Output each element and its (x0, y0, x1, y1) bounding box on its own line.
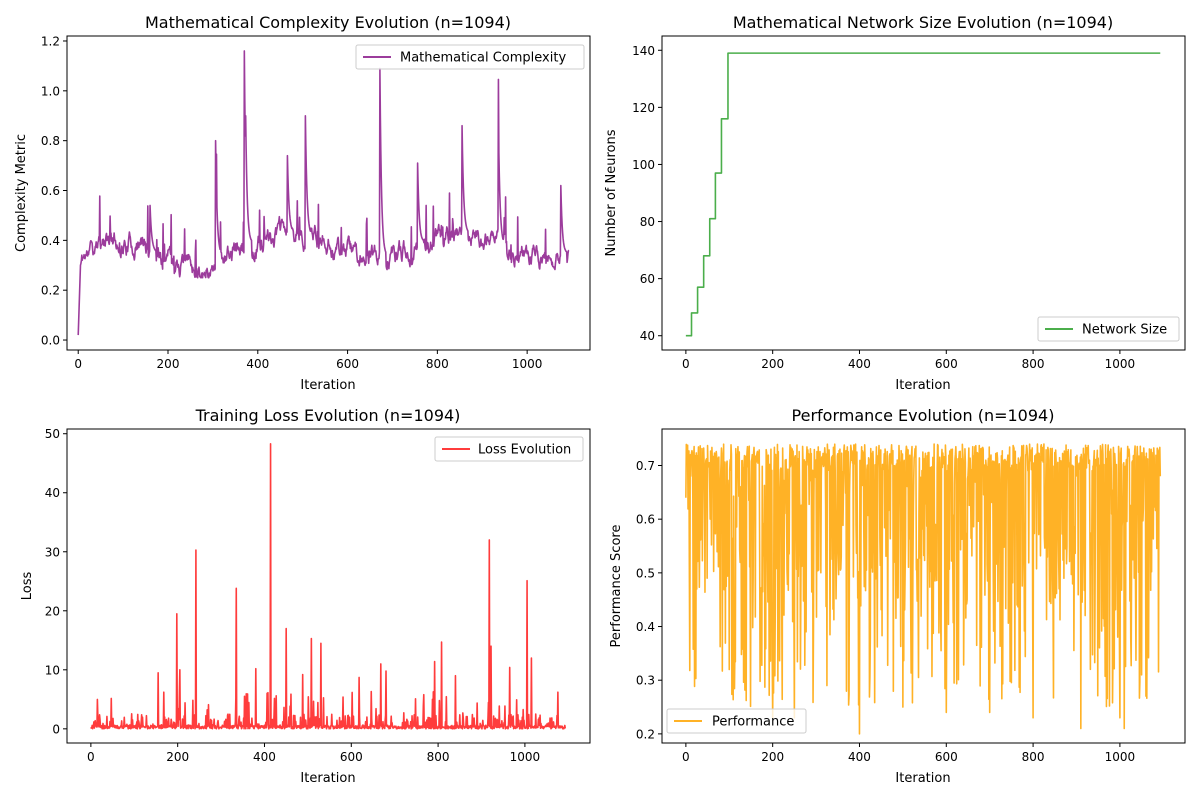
series-line (77, 50, 570, 336)
performance-legend-label: Performance (712, 715, 794, 730)
complexity-xlabel: Iteration (300, 378, 355, 393)
x-tick-label: 800 (426, 357, 449, 371)
series-line (90, 442, 567, 730)
x-tick-label: 600 (336, 357, 359, 371)
x-tick-label: 200 (157, 357, 180, 371)
x-tick-label: 800 (427, 750, 450, 764)
x-tick-label: 200 (761, 750, 784, 764)
complexity-plot-area: 0 200 400 600 800 1000 0.0 0.2 0.4 0.6 0.8 1.0 1.2 (41, 34, 591, 371)
y-tick-label: 0.8 (41, 134, 60, 148)
y-tick-label: 50 (45, 427, 60, 441)
series-line (685, 52, 1161, 337)
x-tick-label: 1000 (1105, 357, 1136, 371)
x-tick-label: 600 (935, 750, 958, 764)
x-tick-label: 400 (848, 357, 871, 371)
y-tick-label: 40 (640, 329, 655, 343)
network-size-legend-box (1037, 316, 1180, 342)
axes-frame (661, 428, 1186, 744)
y-tick-label: 0 (52, 722, 60, 736)
performance-legend-box (666, 708, 807, 734)
loss-legend-label: Loss Evolution (478, 443, 571, 458)
y-tick-label: 60 (640, 272, 655, 286)
x-tick-label: 1000 (510, 750, 541, 764)
network-size-xlabel: Iteration (895, 378, 950, 393)
y-tick-label: 1.2 (41, 34, 60, 48)
axes-frame (66, 35, 591, 351)
performance-panel: Performance Evolution (n=1094) 0 200 400 60… (609, 406, 1186, 786)
x-tick-label: 800 (1022, 750, 1045, 764)
x-tick-label: 600 (935, 357, 958, 371)
complexity-ylabel: Complexity Metric (14, 134, 29, 252)
y-tick-label: 1.0 (41, 84, 60, 98)
performance-xlabel: Iteration (895, 771, 950, 786)
loss-legend: Loss Evolution (434, 436, 584, 462)
loss-ylabel: Loss (20, 572, 35, 601)
x-tick-label: 1000 (512, 357, 543, 371)
x-tick-label: 0 (682, 750, 690, 764)
x-tick-label: 0 (682, 357, 690, 371)
y-tick-label: 0.6 (41, 184, 60, 198)
performance-title: Performance Evolution (n=1094) (792, 406, 1055, 425)
network-size-legend-label: Network Size (1082, 323, 1167, 338)
x-tick-label: 400 (848, 750, 871, 764)
performance-ylabel: Performance Score (609, 525, 624, 648)
axes-frame (66, 428, 591, 744)
loss-xlabel: Iteration (300, 771, 355, 786)
y-tick-label: 0.3 (636, 674, 655, 688)
y-tick-label: 40 (45, 486, 60, 500)
x-tick-label: 0 (87, 750, 95, 764)
loss-title: Training Loss Evolution (n=1094) (195, 406, 461, 425)
x-tick-label: 600 (340, 750, 363, 764)
x-tick-label: 1000 (1105, 750, 1136, 764)
x-tick-label: 400 (246, 357, 269, 371)
x-tick-label: 800 (1022, 357, 1045, 371)
y-tick-label: 0.4 (41, 234, 60, 248)
loss-plot-area: 0 200 400 600 800 1000 0 10 20 30 40 50 (45, 427, 591, 764)
series-line (685, 443, 1162, 735)
network-size-panel: Mathematical Network Size Evolution (n=1… (604, 13, 1186, 393)
complexity-panel: Mathematical Complexity Evolution (n=109… (14, 13, 591, 393)
complexity-legend: Mathematical Complexity (355, 44, 585, 70)
x-tick-label: 200 (761, 357, 784, 371)
axes-frame (661, 35, 1186, 351)
y-tick-label: 20 (45, 604, 60, 618)
y-tick-label: 0.5 (636, 566, 655, 580)
x-tick-label: 400 (253, 750, 276, 764)
performance-legend: Performance (666, 708, 807, 734)
y-tick-label: 0.7 (636, 459, 655, 473)
y-tick-label: 0.0 (41, 334, 60, 348)
y-tick-label: 140 (632, 44, 655, 58)
y-tick-label: 120 (632, 101, 655, 115)
x-tick-label: 200 (166, 750, 189, 764)
y-tick-label: 0.2 (41, 284, 60, 298)
network-size-legend: Network Size (1037, 316, 1180, 342)
y-tick-label: 0.2 (636, 727, 655, 741)
y-tick-label: 80 (640, 215, 655, 229)
performance-plot-area: 0 200 400 600 800 1000 0.2 0.3 0.4 0.5 0.6 0.7 (636, 428, 1186, 764)
loss-panel: Training Loss Evolution (n=1094) 0 200 400… (20, 406, 591, 786)
complexity-legend-label: Mathematical Complexity (400, 51, 566, 66)
y-tick-label: 30 (45, 545, 60, 559)
y-tick-label: 0.4 (636, 620, 655, 634)
network-size-ylabel: Number of Neurons (604, 129, 619, 256)
network-size-plot-area: 0 200 400 600 800 1000 40 60 80 100 120 140 (632, 35, 1186, 371)
network-size-title: Mathematical Network Size Evolution (n=1… (733, 13, 1113, 32)
complexity-title: Mathematical Complexity Evolution (n=109… (145, 13, 511, 32)
y-tick-label: 100 (632, 158, 655, 172)
y-tick-label: 0.6 (636, 513, 655, 527)
y-tick-label: 10 (45, 663, 60, 677)
complexity-legend-box (355, 44, 585, 70)
loss-legend-box (434, 436, 584, 462)
x-tick-label: 0 (74, 357, 82, 371)
